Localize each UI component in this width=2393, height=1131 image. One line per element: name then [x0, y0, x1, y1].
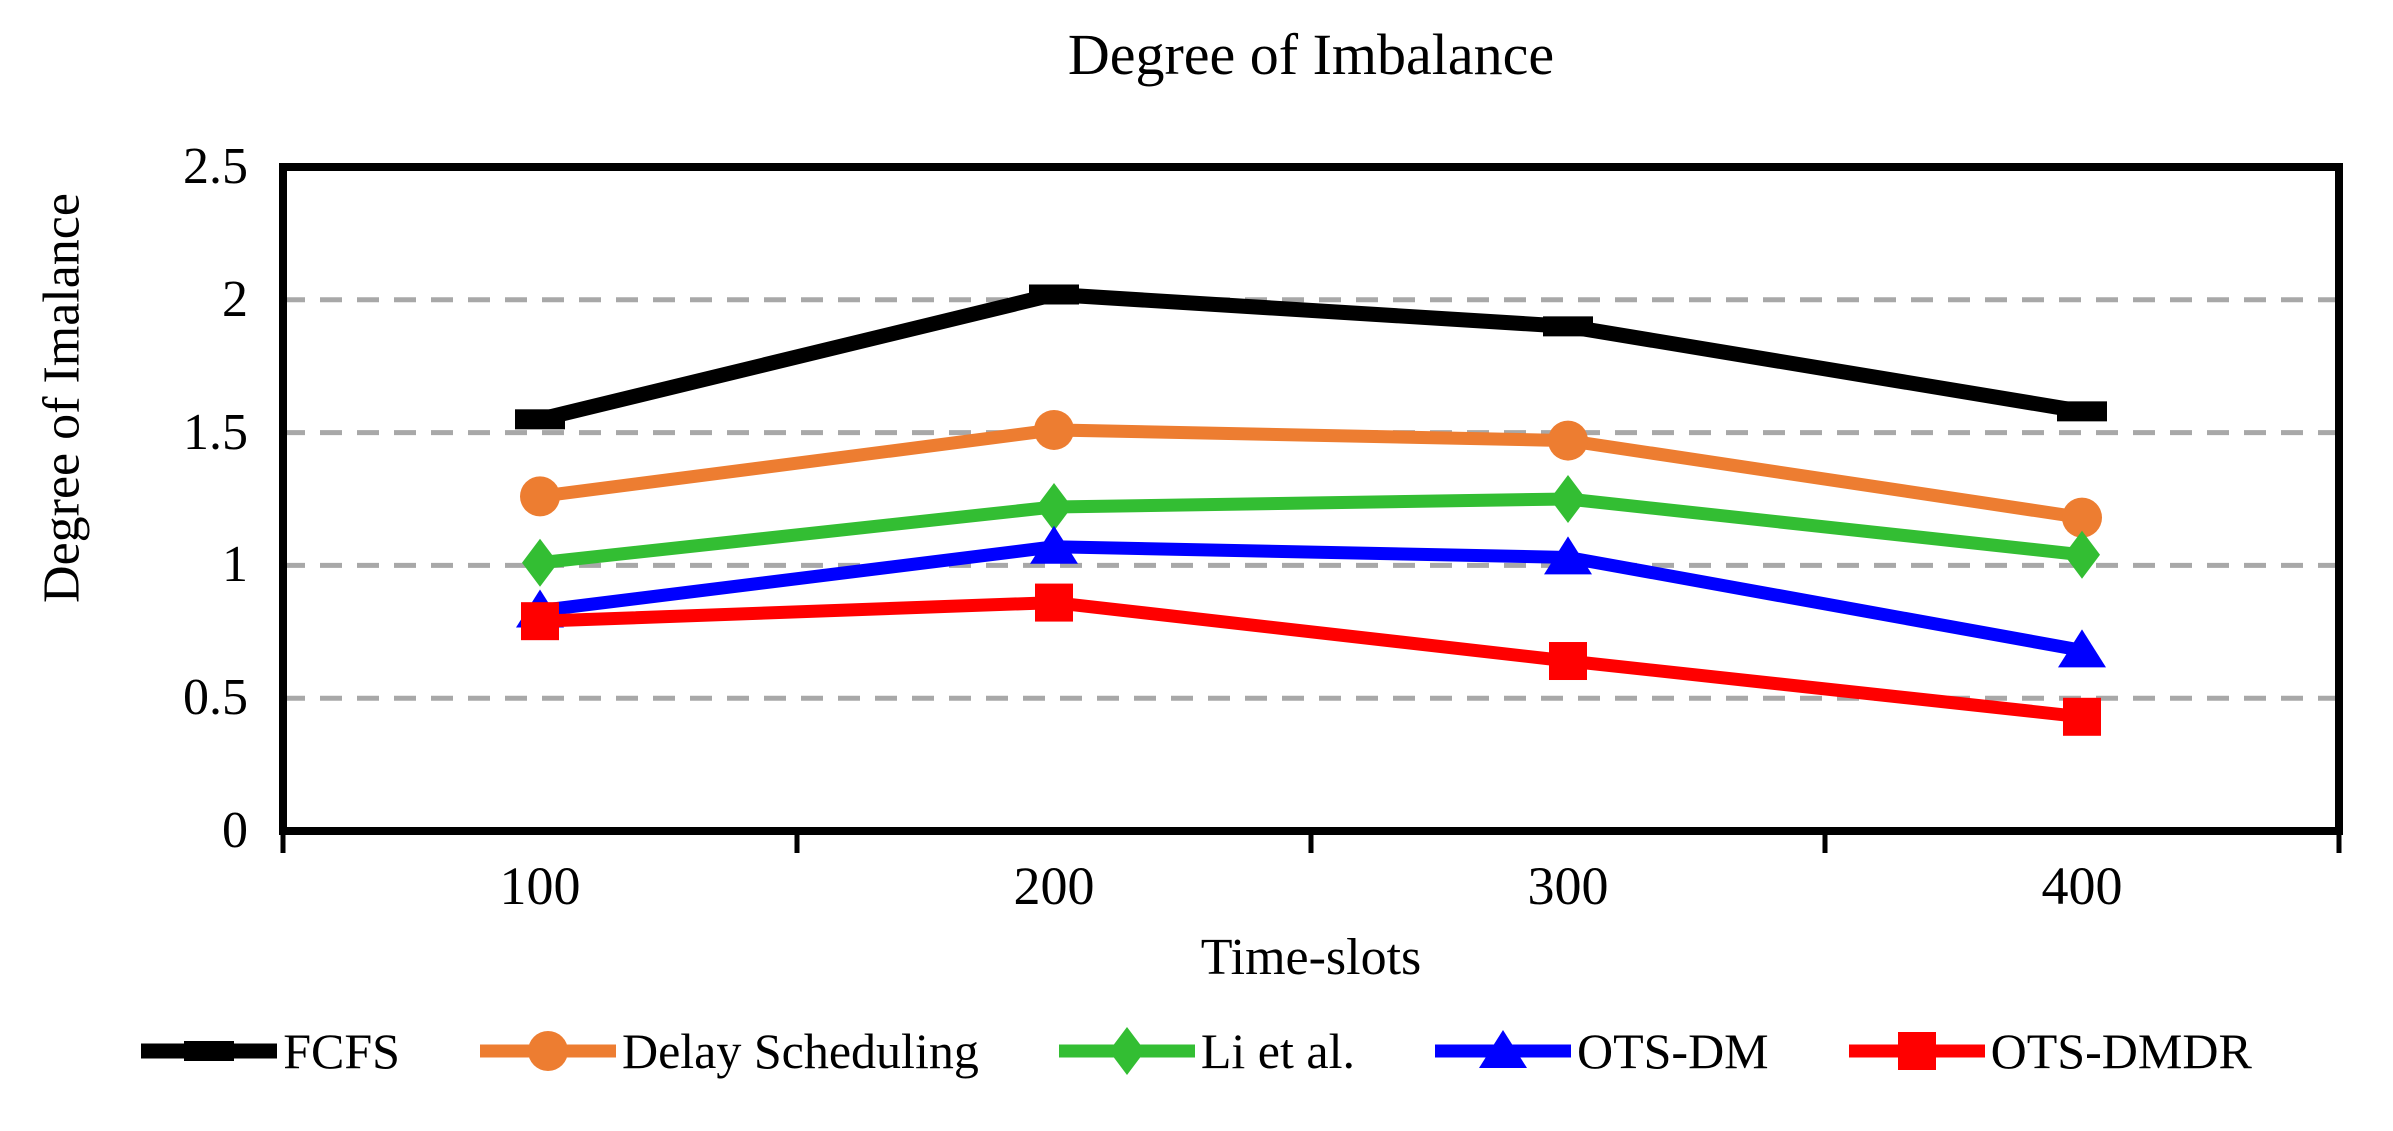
data-point-diamond-marker — [2064, 530, 2100, 579]
legend-label: Delay Scheduling — [621, 1023, 979, 1079]
x-tick-label: 100 — [499, 856, 581, 916]
legend-item-fcfs: FCFS — [141, 1022, 400, 1080]
legend-label: Li et al. — [1200, 1023, 1355, 1079]
legend-swatch-fcfs — [141, 1041, 278, 1061]
plot-svg — [279, 163, 2343, 853]
x-tick-label: 200 — [1013, 856, 1095, 916]
x-tick-label: 300 — [1527, 856, 1609, 916]
legend-swatch-li-et-al — [1058, 1027, 1195, 1075]
data-point-triangle-marker — [1478, 1030, 1527, 1068]
x-tick-label: 400 — [2041, 856, 2123, 916]
series-line-ots-dm — [539, 540, 2084, 657]
legend-item-delay-scheduling: Delay Scheduling — [479, 1022, 979, 1080]
legend-swatch-delay-scheduling — [479, 1031, 616, 1071]
data-point-dash-marker — [1543, 316, 1593, 337]
data-point-dash-marker — [1029, 284, 1079, 305]
y-tick-label: 1 — [222, 536, 248, 594]
legend-label: FCFS — [283, 1023, 400, 1079]
data-point-circle-marker — [1548, 420, 1588, 461]
data-point-diamond-marker — [1550, 475, 1586, 523]
legend-item-ots-dmdr: OTS-DMDR — [1848, 1022, 2252, 1080]
data-point-square-marker — [521, 602, 559, 641]
data-point-dash-marker — [515, 409, 565, 430]
y-tick-label: 0.5 — [183, 669, 248, 727]
data-point-square-marker — [1549, 642, 1587, 681]
legend-label: OTS-DMDR — [1990, 1023, 2252, 1079]
data-point-triangle-marker — [1030, 525, 1078, 564]
y-tick-label: 1.5 — [183, 403, 248, 461]
series-line-fcfs — [538, 286, 2084, 427]
legend-item-ots-dm: OTS-DM — [1434, 1022, 1769, 1080]
data-point-triangle-marker — [1544, 536, 1592, 575]
legend-item-li-et-al: Li et al. — [1058, 1022, 1355, 1080]
x-axis-title: Time-slots — [1200, 929, 1422, 986]
series-line-delay-scheduling — [539, 423, 2083, 525]
legend: FCFS Delay Scheduling Li et al. OTS-DM OTS-D… — [0, 1022, 2393, 1080]
data-point-circle-marker — [527, 1031, 568, 1071]
legend-label: OTS-DM — [1576, 1023, 1769, 1079]
data-point-square-marker — [2063, 697, 2101, 736]
series-line-li-et-al — [539, 492, 2083, 570]
data-point-square-marker — [1035, 583, 1073, 622]
plot-area — [279, 163, 2343, 853]
data-point-circle-marker — [520, 476, 560, 517]
data-point-square-marker — [1897, 1032, 1936, 1070]
data-point-circle-marker — [1034, 409, 1074, 450]
data-point-dash-marker — [2057, 401, 2107, 422]
data-point-triangle-marker — [2058, 629, 2106, 668]
data-point-diamond-marker — [1108, 1027, 1145, 1075]
y-tick-label: 2.5 — [183, 138, 248, 195]
y-tick-label: 2 — [222, 270, 248, 328]
legend-swatch-ots-dmdr — [1848, 1032, 1985, 1070]
data-point-circle-marker — [2062, 497, 2102, 538]
chart-title: Degree of Imbalance — [1067, 22, 1555, 87]
data-point-diamond-marker — [522, 538, 558, 587]
data-point-dash-marker — [184, 1041, 235, 1061]
legend-swatch-ots-dm — [1434, 1030, 1571, 1068]
y-tick-label: 0 — [222, 802, 248, 859]
series-line-ots-dmdr — [539, 596, 2083, 724]
data-point-diamond-marker — [1036, 482, 1072, 531]
